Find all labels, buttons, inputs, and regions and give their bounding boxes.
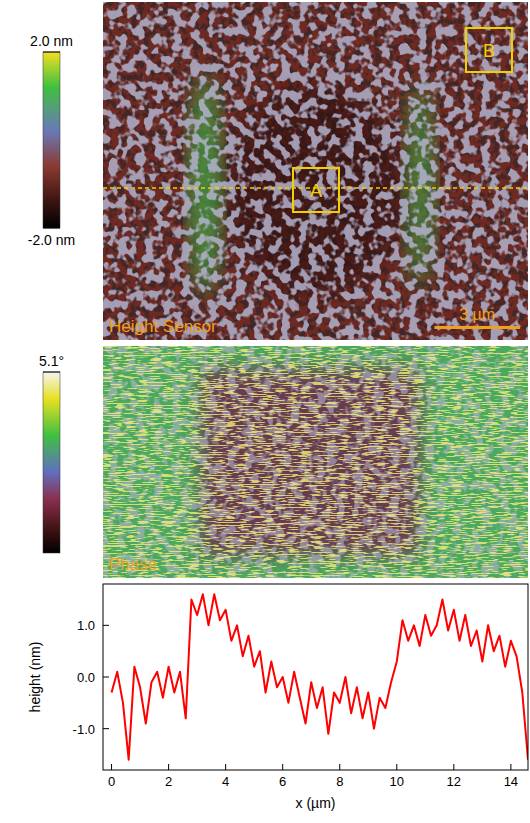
x-tick <box>453 764 454 770</box>
x-tick-label: 0 <box>108 774 115 789</box>
scale-bar-label: 3 µm <box>459 306 495 323</box>
image-ground <box>103 346 528 578</box>
region-box <box>466 28 512 72</box>
scale-bar <box>434 326 520 329</box>
figure: A B Height Sensor 3 µm 2.0 nm -2.0 nm Phase 5.1… <box>0 0 530 823</box>
colorbar-label: 5.1° <box>39 353 64 369</box>
image-ground <box>103 2 528 340</box>
plot-area <box>112 594 528 759</box>
plot-frame <box>103 584 528 770</box>
x-tick <box>510 764 511 770</box>
region-label: B <box>483 41 495 61</box>
region-label: A <box>310 181 322 201</box>
panel-label: Phase <box>109 555 157 574</box>
x-tick <box>111 764 112 770</box>
x-tick-label: 14 <box>504 774 518 789</box>
y-axis-title: height (nm) <box>27 642 43 713</box>
image-texture <box>103 2 528 340</box>
colorbar <box>43 52 60 228</box>
y-tick <box>103 677 109 678</box>
x-tick <box>339 764 340 770</box>
x-tick <box>225 764 226 770</box>
y-tick-label: 1.0 <box>77 618 95 633</box>
colorbar-tick <box>43 228 60 229</box>
colorbar-tick <box>43 372 60 373</box>
x-tick-label: 6 <box>279 774 286 789</box>
profile <box>112 594 528 759</box>
x-tick-label: 2 <box>165 774 172 789</box>
x-tick-label: 10 <box>390 774 404 789</box>
region-box <box>293 168 339 212</box>
colorbar-tick <box>43 52 60 53</box>
image-texture <box>103 2 528 340</box>
x-tick-label: 12 <box>447 774 461 789</box>
colorbar <box>43 372 60 553</box>
x-tick-label: 8 <box>336 774 343 789</box>
x-tick <box>396 764 397 770</box>
colorbar-label: -2.0 nm <box>28 232 75 248</box>
height-image <box>103 2 528 340</box>
y-tick-label: 0.0 <box>77 670 95 685</box>
x-axis-title: x (µm) <box>296 795 336 811</box>
y-tick <box>103 625 109 626</box>
x-tick <box>168 764 169 770</box>
image-texture <box>103 346 528 578</box>
y-tick-label: -1.0 <box>73 722 95 737</box>
x-tick <box>282 764 283 770</box>
colorbar-label: 2.0 nm <box>30 33 73 49</box>
image-streaks <box>103 346 528 578</box>
x-tick-label: 4 <box>222 774 229 789</box>
phase-image <box>103 346 528 578</box>
y-tick <box>103 728 109 729</box>
panel-label: Height Sensor <box>109 317 217 336</box>
